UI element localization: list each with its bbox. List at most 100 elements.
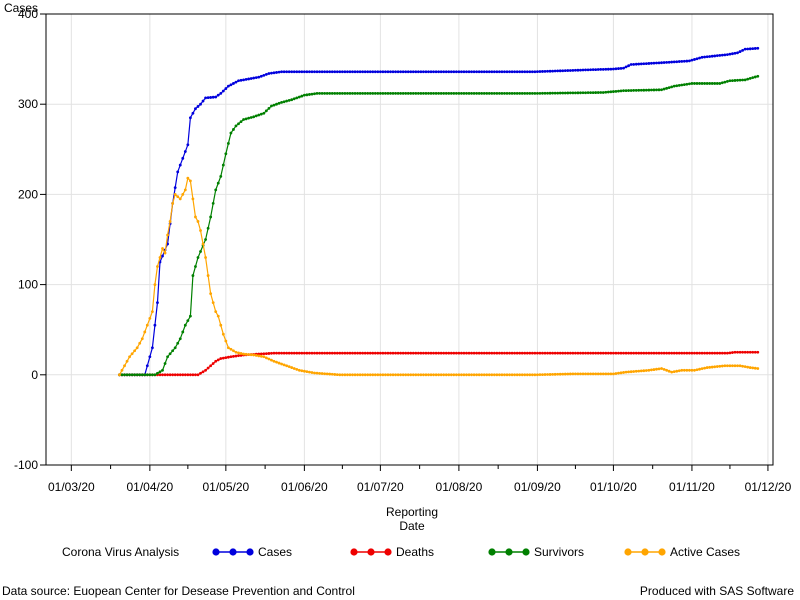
data-point-active-cases <box>232 349 235 353</box>
data-point-cases <box>391 70 395 74</box>
data-point-active-cases <box>594 372 598 376</box>
data-point-survivors <box>254 114 258 118</box>
data-point-active-cases <box>234 350 238 354</box>
data-point-deaths <box>627 351 631 355</box>
data-point-deaths <box>546 351 549 355</box>
data-point-cases <box>297 70 301 74</box>
data-point-cases <box>736 51 739 55</box>
data-point-survivors <box>204 238 207 241</box>
data-point-survivors <box>168 352 172 356</box>
data-point-cases <box>495 70 499 74</box>
x-tick-label: 01/06/20 <box>281 480 328 494</box>
data-point-survivors <box>120 373 124 377</box>
data-point-deaths <box>315 351 319 355</box>
data-point-survivors <box>715 82 719 85</box>
data-point-active-cases <box>368 373 372 377</box>
data-point-cases <box>401 70 405 74</box>
data-point-deaths <box>351 351 354 355</box>
data-point-active-cases <box>470 373 473 377</box>
x-tick-label: 01/03/20 <box>48 480 95 494</box>
data-point-active-cases <box>282 363 286 367</box>
data-point-deaths <box>214 359 218 363</box>
x-tick-label: 01/12/20 <box>745 480 792 494</box>
data-point-cases <box>366 70 370 74</box>
data-point-active-cases <box>548 373 552 376</box>
data-point-cases <box>703 55 707 59</box>
data-point-survivors <box>753 75 757 79</box>
data-point-cases <box>394 70 397 74</box>
data-point-cases <box>576 68 580 72</box>
data-point-survivors <box>432 91 435 95</box>
data-point-deaths <box>237 354 240 358</box>
data-point-deaths <box>419 351 423 355</box>
data-point-survivors <box>736 78 739 82</box>
data-point-active-cases <box>166 233 169 237</box>
data-point-deaths <box>356 351 359 355</box>
data-point-active-cases <box>447 373 451 377</box>
data-point-survivors <box>462 91 466 95</box>
data-point-deaths <box>302 351 306 355</box>
data-point-active-cases <box>224 339 228 343</box>
data-point-survivors <box>221 163 225 167</box>
data-point-active-cases <box>416 373 420 377</box>
data-point-deaths <box>614 351 618 355</box>
data-point-cases <box>617 67 620 70</box>
data-point-survivors <box>439 91 443 95</box>
data-point-survivors <box>447 91 451 95</box>
data-point-active-cases <box>363 373 367 377</box>
data-point-cases <box>183 150 187 153</box>
data-point-cases <box>178 163 182 167</box>
data-point-cases <box>229 83 233 87</box>
data-point-active-cases <box>173 193 177 196</box>
data-point-deaths <box>211 362 215 365</box>
data-point-active-cases <box>328 372 332 376</box>
data-point-active-cases <box>194 215 197 219</box>
data-point-cases <box>452 70 456 74</box>
data-point-cases <box>204 96 207 100</box>
data-point-active-cases <box>439 373 443 377</box>
data-point-cases <box>150 346 154 350</box>
data-point-survivors <box>135 373 139 377</box>
data-point-cases <box>409 70 413 74</box>
data-point-survivors <box>680 83 684 87</box>
data-point-survivors <box>624 89 628 93</box>
data-point-cases <box>181 156 185 160</box>
data-point-cases <box>234 80 238 84</box>
data-point-cases <box>247 77 251 81</box>
data-point-active-cases <box>591 372 595 376</box>
data-point-cases <box>287 70 291 74</box>
data-point-survivors <box>533 91 537 95</box>
data-point-active-cases <box>356 373 359 377</box>
series-survivors <box>118 74 760 377</box>
data-point-survivors <box>698 82 701 85</box>
data-point-active-cases <box>353 373 357 377</box>
data-point-active-cases <box>249 353 253 357</box>
data-point-deaths <box>394 351 397 355</box>
data-point-deaths <box>652 351 656 355</box>
data-point-deaths <box>655 351 658 355</box>
data-point-active-cases <box>505 373 509 377</box>
data-point-survivors <box>335 91 339 95</box>
data-point-cases <box>196 105 200 108</box>
data-point-deaths <box>204 368 207 372</box>
data-point-cases <box>272 71 276 75</box>
data-point-deaths <box>650 351 653 355</box>
data-point-survivors <box>660 88 663 92</box>
data-point-deaths <box>313 351 316 355</box>
data-point-cases <box>308 70 311 74</box>
data-point-active-cases <box>508 373 511 377</box>
data-point-survivors <box>690 82 694 85</box>
data-point-deaths <box>310 351 314 355</box>
data-point-active-cases <box>700 367 704 371</box>
data-point-survivors <box>480 91 484 95</box>
data-point-cases <box>647 62 651 65</box>
data-point-cases <box>472 70 476 74</box>
data-point-survivors <box>320 91 324 95</box>
data-point-survivors <box>328 91 332 95</box>
data-point-cases <box>427 70 430 74</box>
data-point-cases <box>270 71 273 75</box>
data-point-survivors <box>543 91 547 95</box>
data-point-survivors <box>677 83 681 87</box>
data-point-survivors <box>452 91 456 95</box>
